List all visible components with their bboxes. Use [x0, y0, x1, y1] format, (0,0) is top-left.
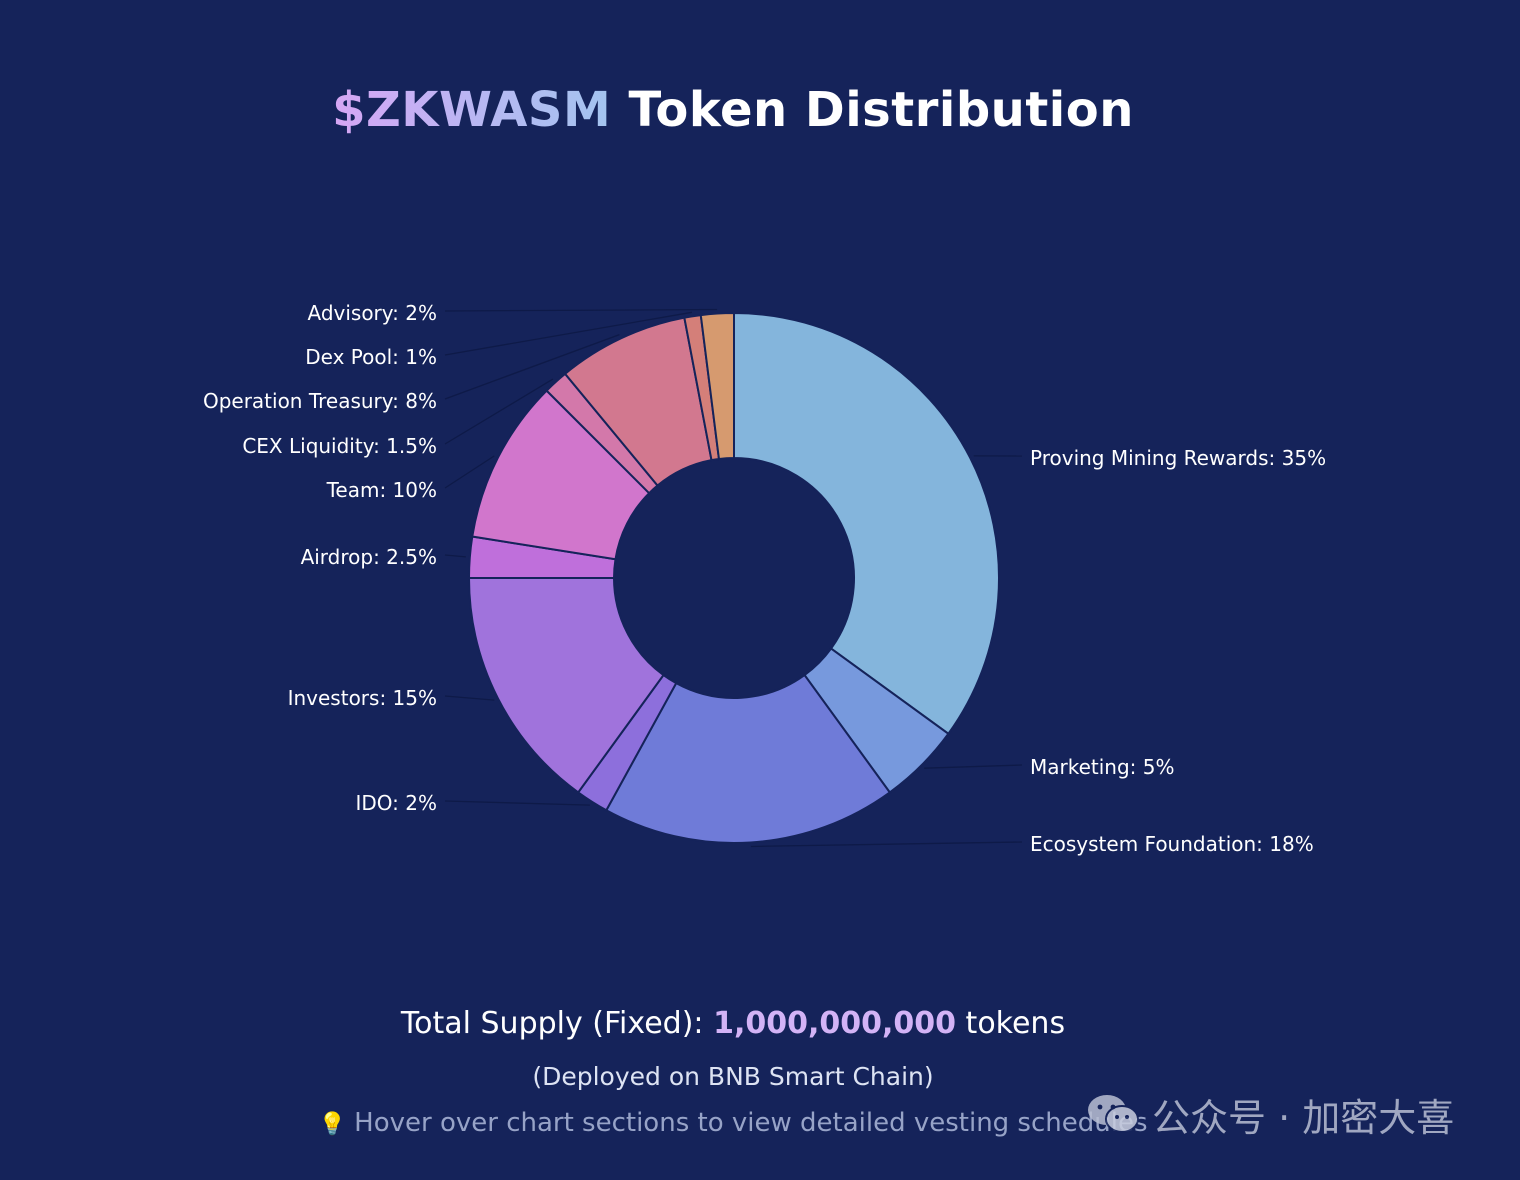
- label-airdrop: Airdrop: 2.5%: [301, 545, 437, 569]
- leader-line-cex-liquidity: [444, 378, 554, 445]
- label-marketing: Marketing: 5%: [1030, 755, 1175, 779]
- leader-line-marketing: [924, 764, 1023, 769]
- watermark: 公众号 · 加密大喜: [1086, 1088, 1454, 1140]
- leader-line-operation-treasury: [444, 333, 620, 400]
- label-proving-mining-rewards: Proving Mining Rewards: 35%: [1030, 446, 1326, 470]
- leader-line-team: [444, 455, 495, 489]
- label-ido: IDO: 2%: [355, 791, 437, 815]
- deployment-note: (Deployed on BNB Smart Chain): [532, 1062, 934, 1091]
- chart-title: $ZKWASM Token Distribution: [0, 82, 1466, 138]
- leader-line-ido: [444, 800, 590, 806]
- leader-line-airdrop: [444, 554, 466, 558]
- slice-investors[interactable]: [467, 577, 665, 794]
- label-investors: Investors: 15%: [288, 686, 437, 710]
- total-supply: Total Supply (Fixed): 1,000,000,000 toke…: [0, 1006, 1466, 1041]
- leader-line-ecosystem-foundation: [750, 841, 1023, 848]
- total-supply-amount: 1,000,000,000: [713, 1006, 957, 1041]
- slice-proving-mining-rewards[interactable]: [733, 311, 1000, 736]
- lightbulb-icon: 💡: [318, 1112, 346, 1137]
- leader-line-dex-pool: [444, 311, 693, 356]
- leader-line-investors: [444, 695, 495, 701]
- total-supply-unit: tokens: [956, 1006, 1066, 1041]
- slice-advisory[interactable]: [699, 311, 735, 461]
- label-dex-pool: Dex Pool: 1%: [305, 345, 437, 369]
- hover-hint: 💡 Hover over chart sections to view deta…: [0, 1108, 1466, 1138]
- leader-line-advisory: [444, 308, 718, 312]
- label-operation-treasury: Operation Treasury: 8%: [203, 389, 437, 413]
- title-text: Token Distribution: [628, 82, 1134, 138]
- label-cex-liquidity: CEX Liquidity: 1.5%: [242, 434, 437, 458]
- wechat-icon: [1088, 1095, 1139, 1133]
- label-team: Team: 10%: [326, 478, 437, 502]
- slice-ecosystem-foundation[interactable]: [604, 673, 892, 844]
- label-ecosystem-foundation: Ecosystem Foundation: 18%: [1030, 832, 1314, 856]
- watermark-text: 公众号 · 加密大喜: [1152, 1095, 1455, 1140]
- label-advisory: Advisory: 2%: [307, 301, 437, 325]
- total-supply-label: Total Supply (Fixed):: [400, 1006, 714, 1041]
- hover-hint-text: Hover over chart sections to view detail…: [354, 1108, 1148, 1138]
- token-ticker: $ZKWASM: [332, 82, 612, 138]
